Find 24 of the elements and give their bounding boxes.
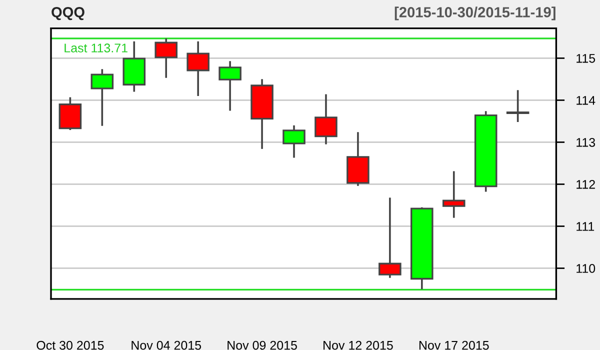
candlestick — [90, 68, 114, 127]
candlestick — [58, 96, 82, 131]
y-tick-label: 113 — [576, 138, 596, 147]
y-tick-label: 110 — [576, 264, 596, 273]
candlestick — [314, 93, 338, 146]
candlestick — [186, 40, 210, 97]
x-tick-label: Nov 04 2015 — [132, 340, 202, 350]
x-tick-label: Nov 09 2015 — [228, 340, 297, 350]
candlestick — [154, 38, 178, 79]
chart-subtitle: [2015-10-30/2015-11-19] — [394, 6, 556, 20]
candlestick — [442, 170, 466, 219]
candlestick — [506, 89, 530, 123]
y-tick-label: 112 — [576, 180, 595, 189]
y-tick-label: 114 — [576, 96, 596, 105]
x-tick-label: Oct 30 2015 — [36, 340, 104, 350]
candlestick — [282, 124, 306, 159]
annotation: Last 113.71 — [64, 44, 128, 52]
y-tick-label: 111 — [576, 222, 594, 231]
candlestick — [378, 196, 402, 279]
chart-title: QQQ — [52, 7, 84, 20]
y-tick-label: 115 — [576, 54, 596, 63]
x-tick-label: Nov 17 2015 — [419, 340, 489, 350]
x-tick-label: Nov 12 2015 — [324, 340, 393, 350]
candlestick — [218, 60, 242, 112]
